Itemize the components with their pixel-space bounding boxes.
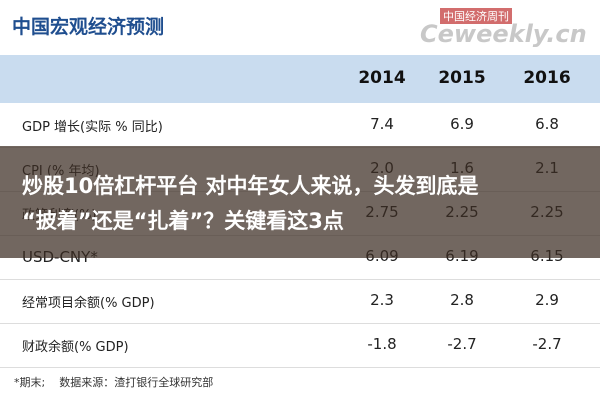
table-row (0, 279, 600, 324)
overlay-text: 炒股10倍杠杆平台 对中年女人来说，头发到底是 (22, 174, 479, 198)
footnote: *期末; 数据来源：渣打银行全球研究部 (14, 376, 214, 389)
cell: 2.8 (450, 291, 474, 309)
cell: -1.8 (367, 335, 397, 353)
cell: 2.3 (370, 291, 394, 309)
table-row (0, 235, 600, 280)
cell: 6.9 (450, 115, 474, 133)
table-row (0, 323, 600, 368)
overlay-text: “披着”还是“扎着”？关键看这3点 (22, 209, 344, 233)
watermark: Ceweekly.cn (420, 20, 587, 48)
cell: 7.4 (370, 115, 394, 133)
column-header: 2014 (358, 68, 406, 88)
row-label: GDP 增长(实际 % 同比) (22, 120, 163, 135)
column-header: 2016 (523, 68, 571, 88)
watermark-top: 中国经济周刊 (440, 8, 512, 24)
row-label: 经常项目余额(% GDP) (22, 296, 155, 311)
cell: 6.8 (535, 115, 559, 133)
cell: -2.7 (532, 335, 562, 353)
title: 中国宏观经济预测 (12, 16, 165, 38)
row-label: 财政余额(% GDP) (22, 340, 129, 355)
overlay-band (0, 146, 600, 258)
cell: 2.9 (535, 291, 559, 309)
table-header (0, 55, 600, 103)
cell: -2.7 (447, 335, 477, 353)
column-header: 2015 (438, 68, 486, 88)
